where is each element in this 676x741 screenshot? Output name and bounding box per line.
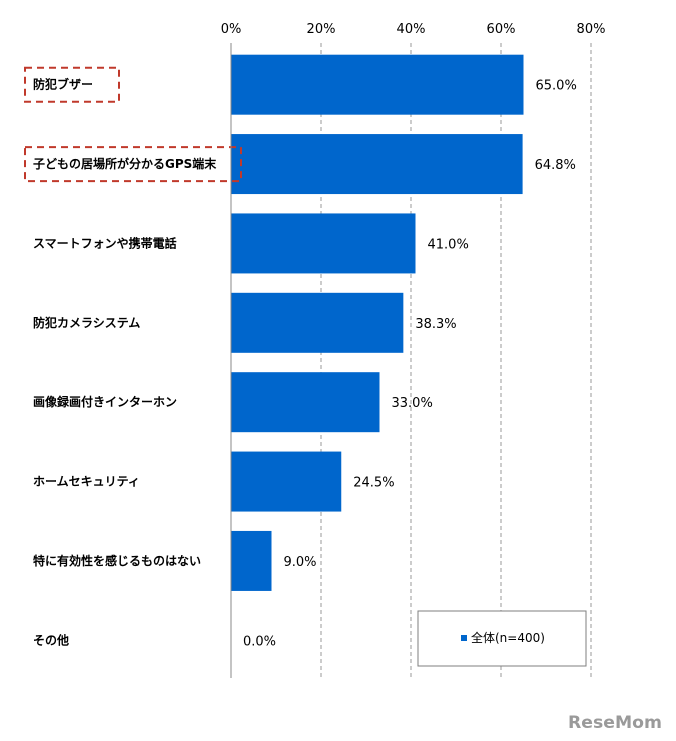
value-label: 9.0% bbox=[284, 555, 317, 570]
category-label: 特に有効性を感じるものはない bbox=[33, 553, 201, 568]
value-label: 64.8% bbox=[535, 158, 576, 173]
bar bbox=[231, 292, 404, 353]
watermark-logo: ReseMom bbox=[568, 713, 662, 733]
value-label: 33.0% bbox=[392, 396, 433, 411]
value-label: 24.5% bbox=[353, 476, 394, 491]
bar bbox=[231, 372, 380, 433]
x-tick-label: 80% bbox=[577, 22, 606, 37]
category-label: その他 bbox=[33, 632, 69, 647]
x-tick-label: 40% bbox=[397, 22, 426, 37]
category-label: 子どもの居場所が分かるGPS端末 bbox=[33, 156, 217, 171]
category-label: 画像録画付きインターホン bbox=[33, 394, 177, 409]
category-labels: 防犯ブザー子どもの居場所が分かるGPS端末スマートフォンや携帯電話防犯カメラシス… bbox=[24, 66, 242, 647]
category-label: 防犯ブザー bbox=[33, 77, 93, 92]
bar bbox=[231, 134, 523, 195]
bar bbox=[231, 54, 524, 115]
value-label: 38.3% bbox=[415, 317, 456, 332]
bar bbox=[231, 451, 342, 512]
bar bbox=[231, 213, 416, 274]
legend-swatch bbox=[461, 635, 467, 641]
highlight-box bbox=[24, 66, 120, 103]
x-tick-label: 0% bbox=[221, 22, 242, 37]
bars bbox=[231, 54, 524, 591]
x-tick-label: 60% bbox=[487, 22, 516, 37]
legend-box bbox=[417, 610, 587, 667]
x-tick-label: 20% bbox=[307, 22, 336, 37]
value-label: 65.0% bbox=[536, 79, 577, 94]
legend: 全体(n=400) bbox=[417, 610, 587, 667]
value-labels: 65.0% 64.8% 41.0% 38.3% 33.0% 24.5% 9.0% 0.0% bbox=[243, 79, 577, 650]
x-tick-labels: 0% 20% 40% 60% 80% bbox=[221, 22, 606, 37]
highlight-box bbox=[24, 146, 242, 183]
value-label: 0.0% bbox=[243, 634, 276, 649]
svg-text:ReseMom: ReseMom bbox=[568, 713, 662, 733]
category-label: 防犯カメラシステム bbox=[33, 315, 140, 330]
category-label: スマートフォンや携帯電話 bbox=[33, 235, 177, 250]
bar bbox=[231, 530, 272, 591]
legend-label: 全体(n=400) bbox=[471, 630, 545, 645]
category-label: ホームセキュリティ bbox=[33, 475, 140, 489]
value-label: 41.0% bbox=[428, 237, 469, 252]
